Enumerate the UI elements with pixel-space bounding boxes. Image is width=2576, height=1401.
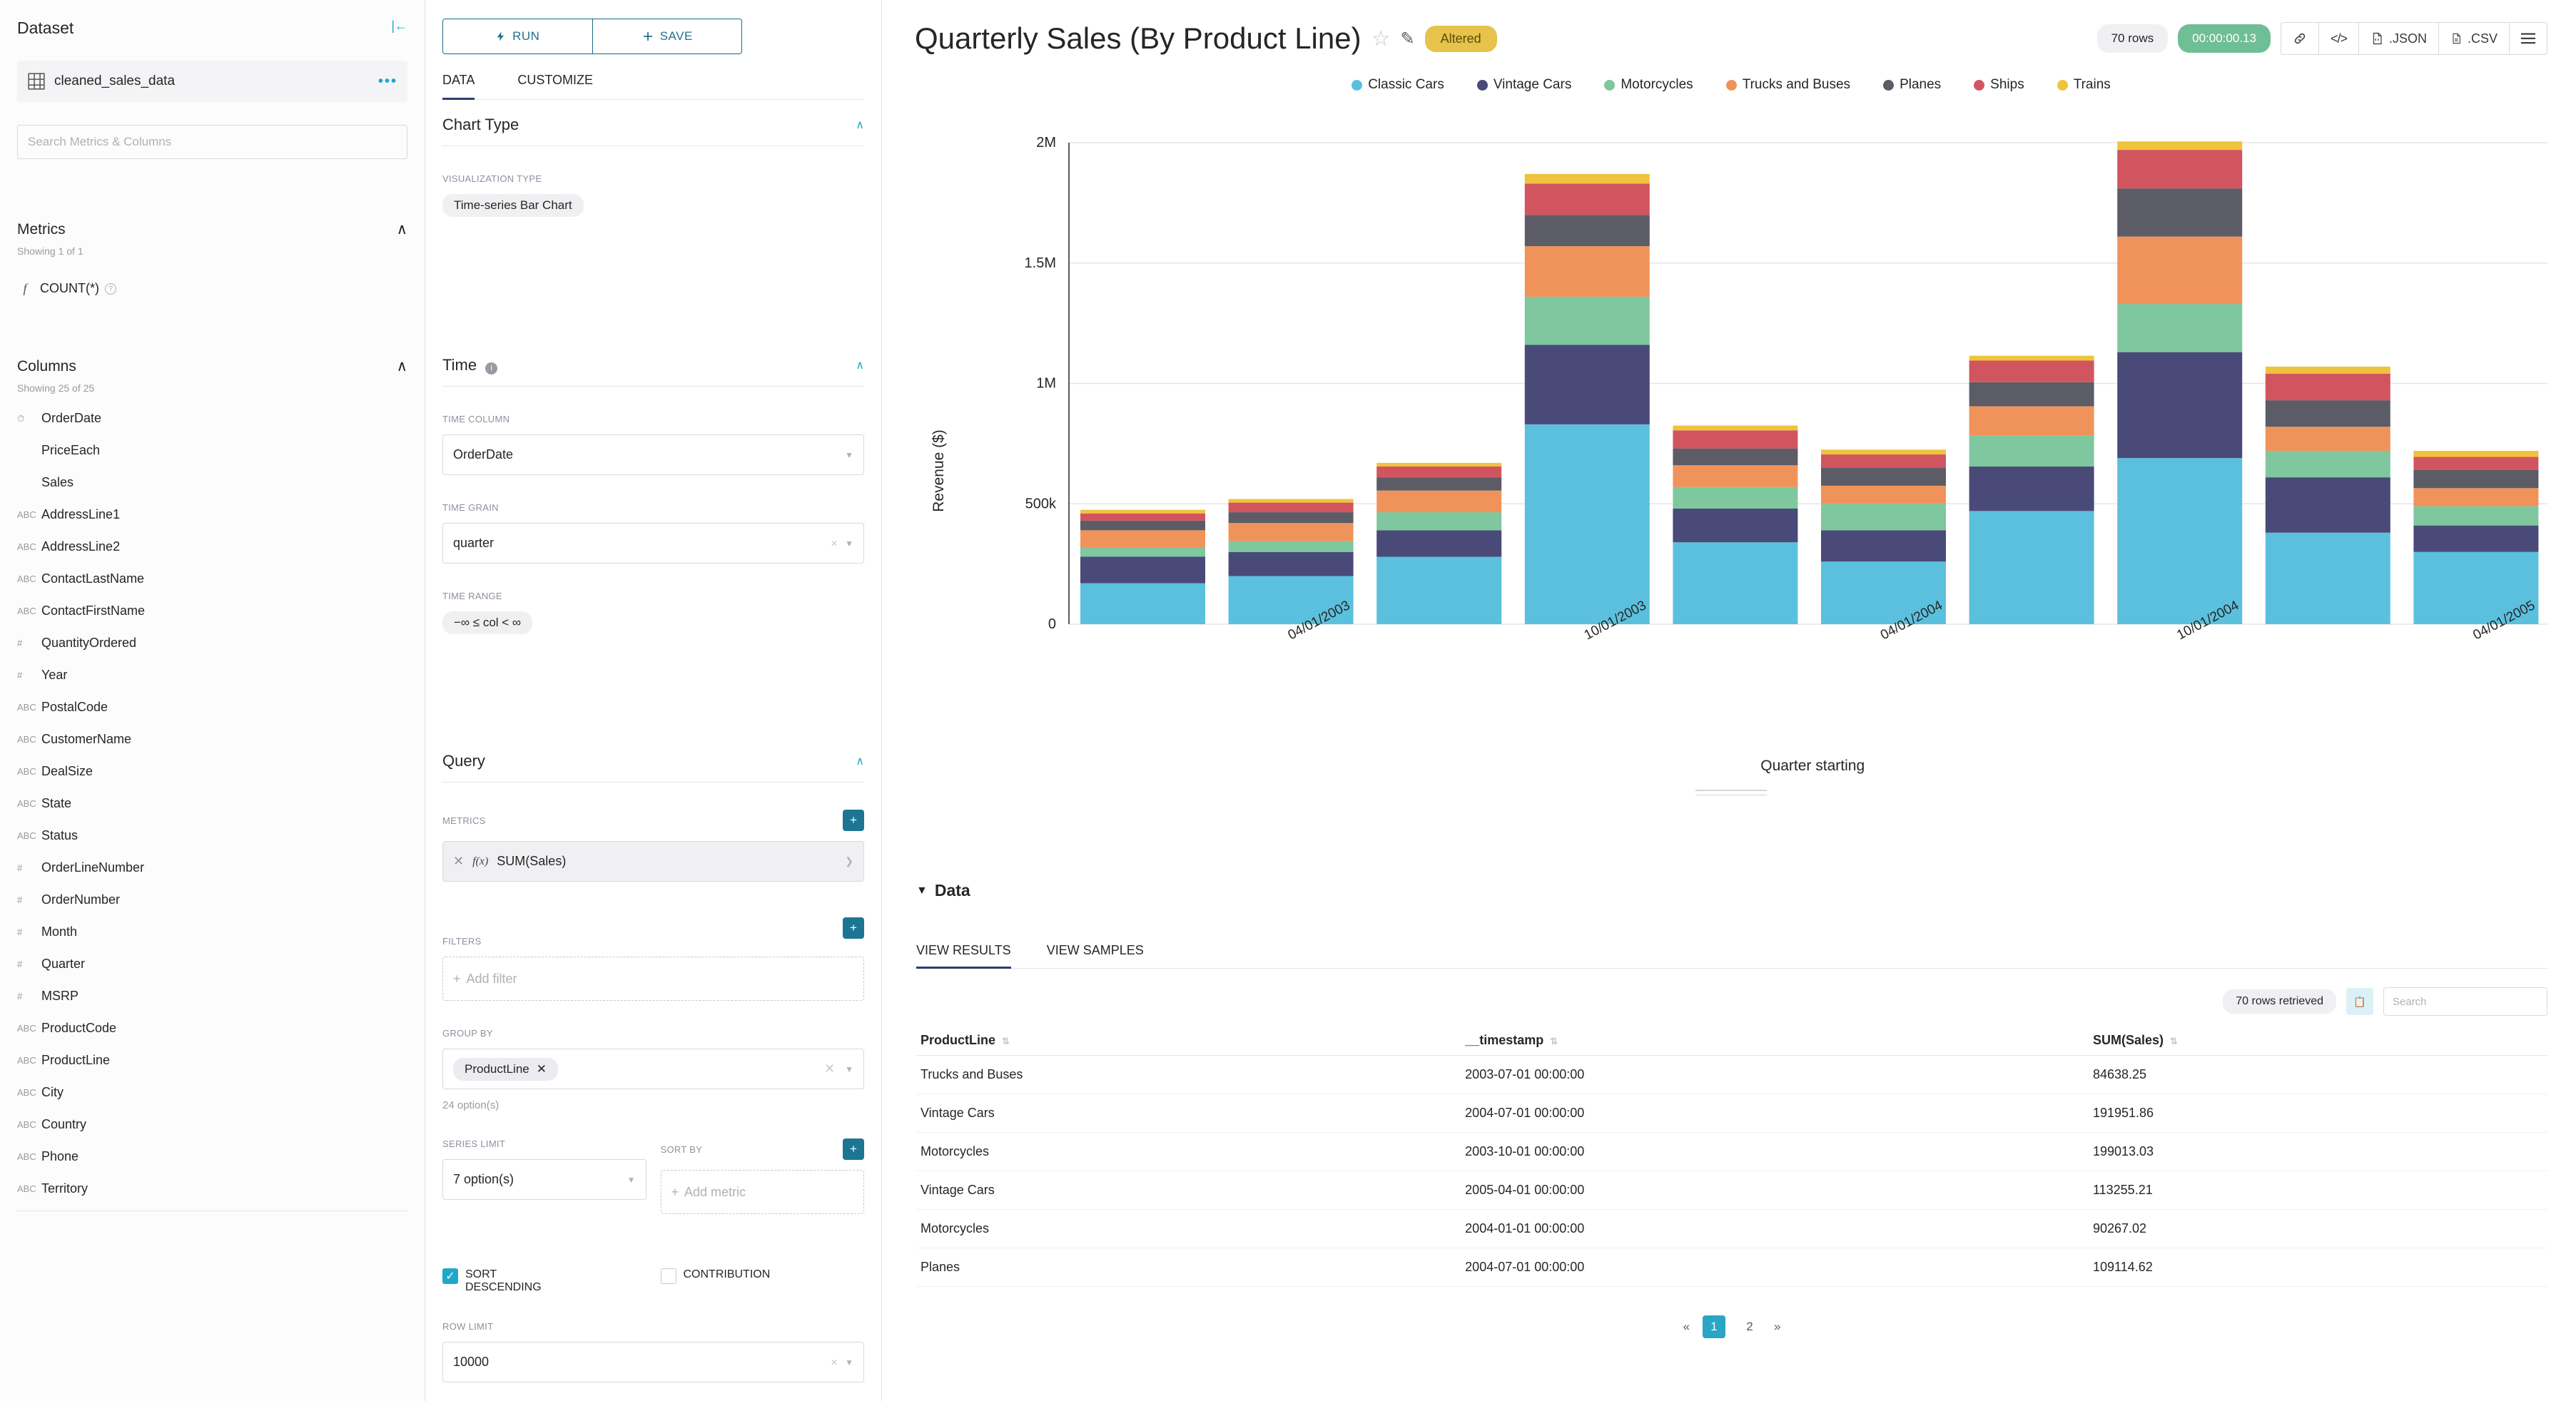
svg-text:500k: 500k xyxy=(1025,496,1057,511)
svg-text:1M: 1M xyxy=(1036,376,1056,392)
svg-text:2M: 2M xyxy=(1036,135,1056,151)
svg-text:Quarter starting: Quarter starting xyxy=(1760,758,1865,774)
svg-text:Revenue ($): Revenue ($) xyxy=(930,429,947,512)
svg-text:1.5M: 1.5M xyxy=(1025,255,1056,271)
svg-text:0: 0 xyxy=(1048,616,1056,632)
